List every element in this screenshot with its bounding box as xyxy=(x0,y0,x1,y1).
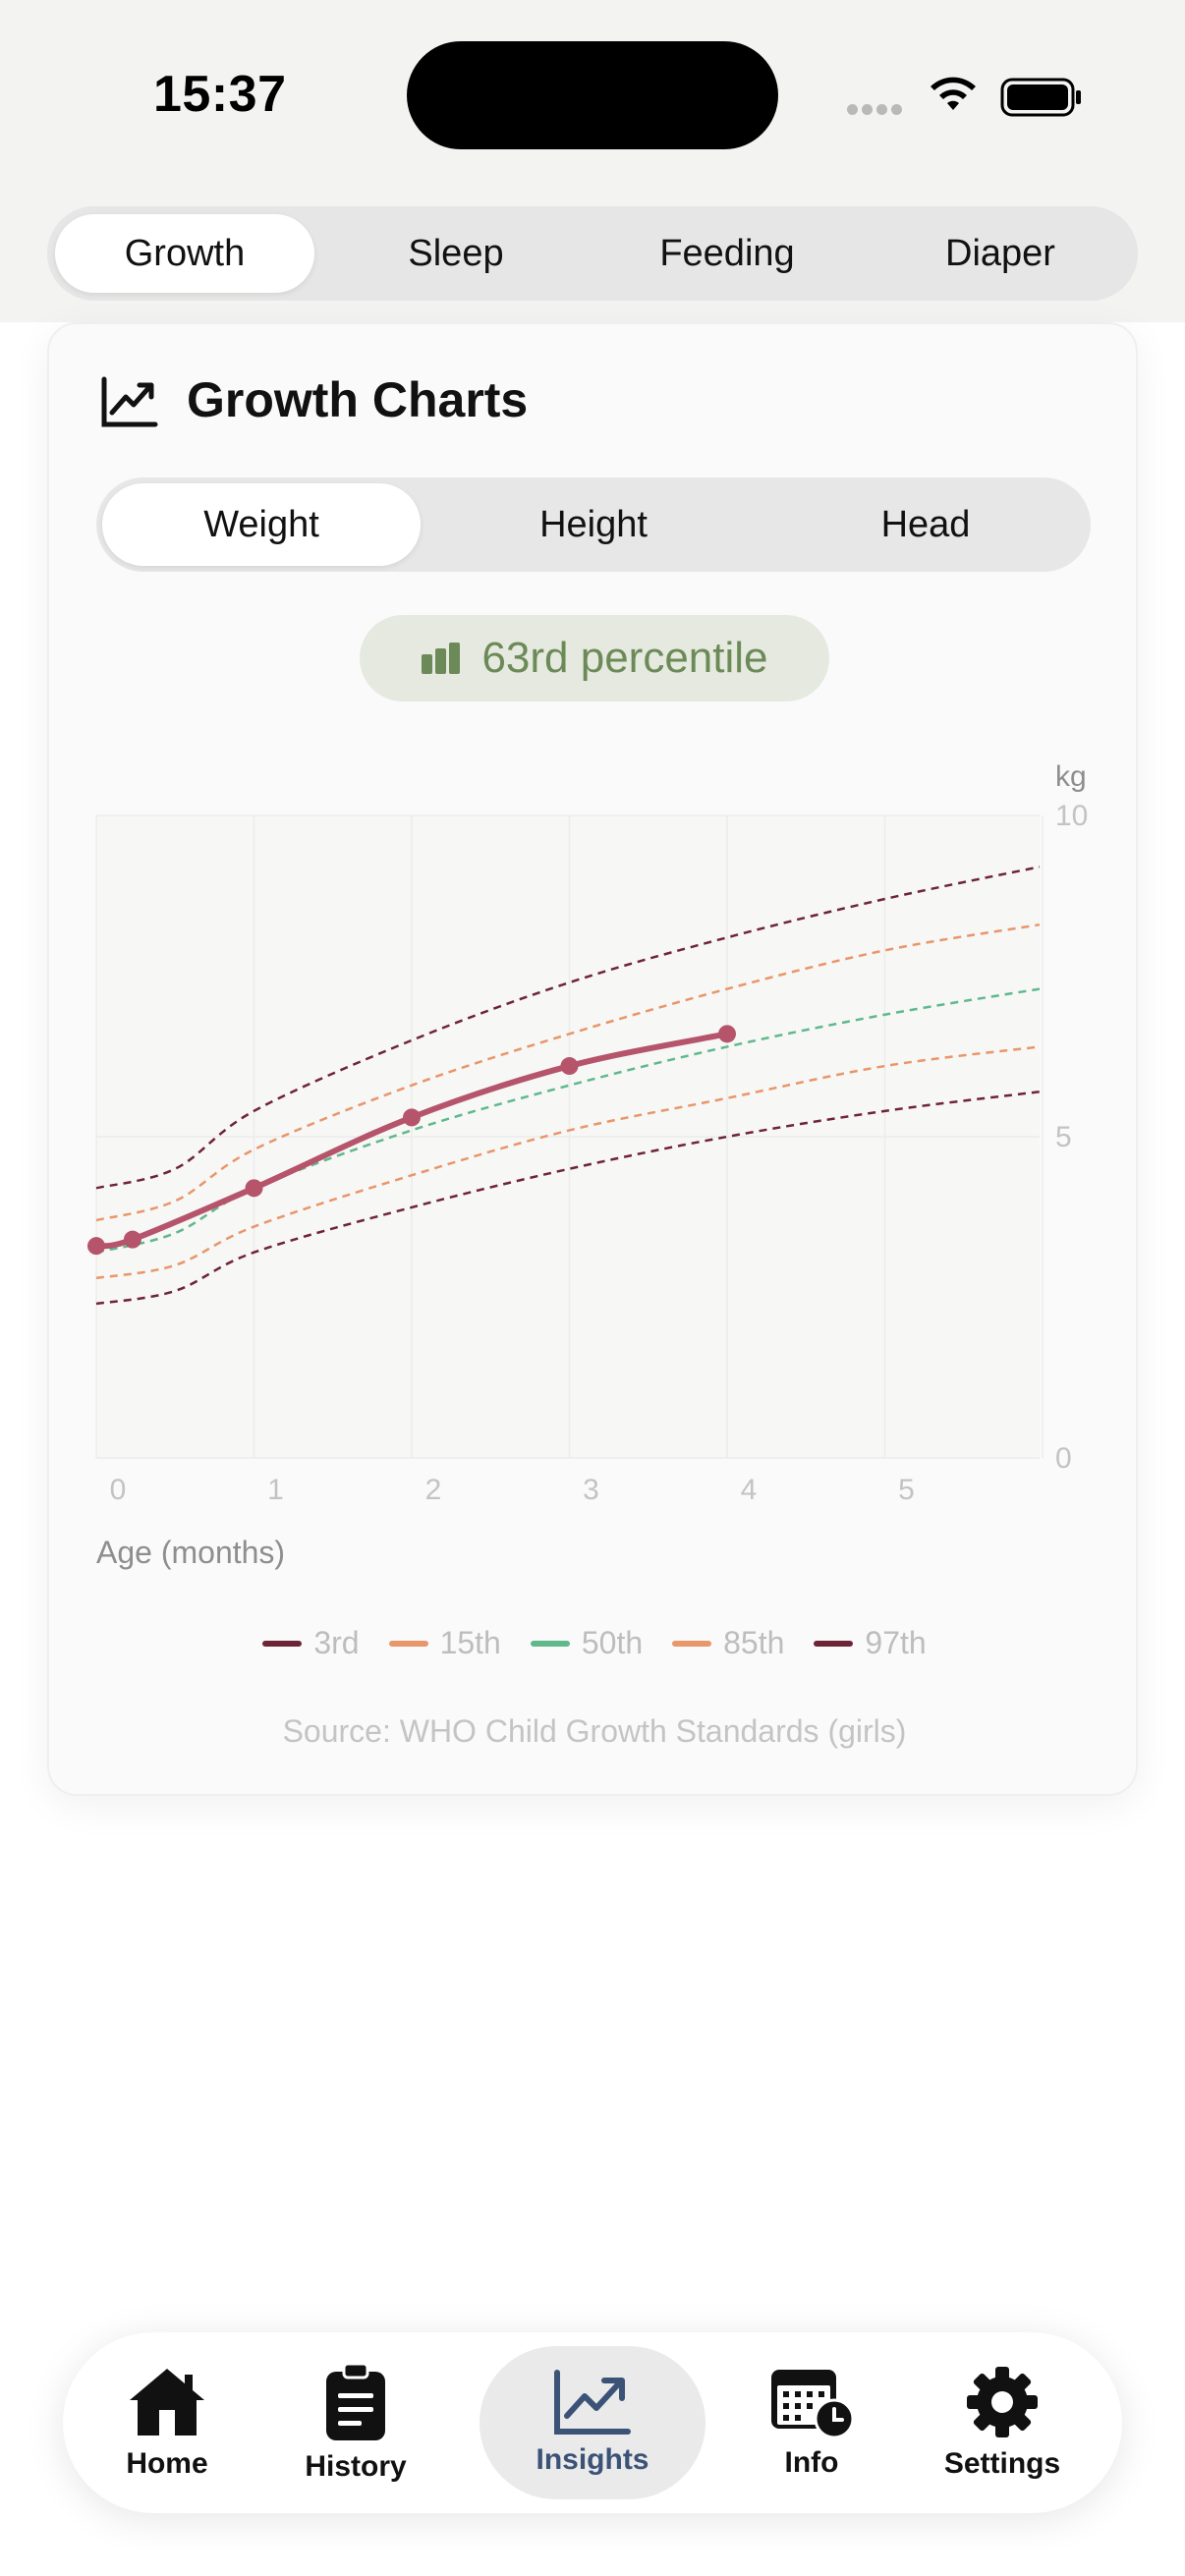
nav-history[interactable]: History xyxy=(287,2346,424,2499)
nav-settings[interactable]: Settings xyxy=(924,2346,1081,2499)
tab-weight[interactable]: Weight xyxy=(102,483,421,566)
x-tick-label: 3 xyxy=(583,1474,599,1506)
nav-home[interactable]: Home xyxy=(90,2346,244,2499)
child-weight-point xyxy=(718,1025,736,1043)
x-tick-label: 0 xyxy=(110,1474,127,1506)
legend-swatch xyxy=(388,1640,428,1647)
data-source-note: Source: WHO Child Growth Standards (girl… xyxy=(282,1713,907,1749)
nav-info-label: Info xyxy=(784,2446,839,2479)
tab-diaper[interactable]: Diaper xyxy=(945,232,1055,274)
cellular-signal-icon xyxy=(847,102,906,120)
legend-swatch xyxy=(814,1640,854,1647)
gear-icon xyxy=(967,2367,1038,2437)
legend-item-85th: 85th xyxy=(672,1625,784,1661)
calendar-clock-icon xyxy=(771,2370,854,2438)
legend-label: 97th xyxy=(865,1625,927,1660)
percentile-line-97th xyxy=(95,866,1041,1190)
home-icon xyxy=(130,2369,204,2436)
wifi-icon xyxy=(931,77,976,110)
tab-feeding[interactable]: Feeding xyxy=(659,232,795,274)
x-tick-label: 1 xyxy=(267,1474,284,1506)
x-tick-label: 4 xyxy=(741,1474,758,1506)
dynamic-island xyxy=(407,41,778,149)
legend-item-97th: 97th xyxy=(814,1625,927,1661)
metric-tabs: Weight Height Head xyxy=(96,477,1091,572)
bar-chart-icon xyxy=(422,643,461,674)
nav-home-label: Home xyxy=(126,2447,208,2480)
card-title: Growth Charts xyxy=(187,372,529,427)
battery-icon xyxy=(1000,78,1081,117)
growth-chart: kg 0 5 10 0 1 2 3 4 5 xyxy=(49,324,1140,1798)
percentile-badge: 63rd percentile xyxy=(360,615,829,701)
nav-insights[interactable]: Insights xyxy=(480,2346,705,2499)
percentile-text: 63rd percentile xyxy=(481,634,768,682)
nav-history-label: History xyxy=(305,2450,407,2483)
insights-category-tabs: Growth Sleep Feeding Diaper xyxy=(47,206,1138,301)
chart-trend-icon xyxy=(554,2370,631,2435)
legend-swatch xyxy=(530,1640,570,1647)
y-axis-unit: kg xyxy=(1055,760,1087,793)
x-tick-label: 5 xyxy=(898,1474,915,1506)
tab-height[interactable]: Height xyxy=(539,503,648,545)
y-tick-label: 0 xyxy=(1055,1442,1072,1475)
legend-item-50th: 50th xyxy=(530,1625,644,1661)
status-time: 15:37 xyxy=(153,66,287,123)
chart-trend-icon xyxy=(101,376,158,427)
y-tick-label: 10 xyxy=(1055,800,1088,832)
growth-chart-svg: kg 0 5 10 0 1 2 3 4 5 xyxy=(87,760,1088,1506)
x-tick-label: 2 xyxy=(425,1474,442,1506)
x-axis-label: Age (months) xyxy=(96,1535,286,1570)
clipboard-icon xyxy=(326,2362,385,2440)
nav-info[interactable]: Info xyxy=(743,2346,880,2499)
legend-label: 50th xyxy=(581,1625,644,1660)
bottom-tab-bar: Home History Insights xyxy=(63,2332,1122,2513)
nav-settings-label: Settings xyxy=(943,2447,1061,2480)
growth-charts-card: Growth Charts Weight Height Head 63rd pe… xyxy=(47,322,1138,1796)
percentile-line-50th xyxy=(95,987,1041,1254)
child-weight-point xyxy=(403,1108,421,1127)
legend-item-3rd: 3rd xyxy=(262,1625,360,1661)
child-weight-point xyxy=(245,1179,263,1198)
nav-insights-label: Insights xyxy=(536,2443,649,2476)
legend-label: 15th xyxy=(439,1625,501,1660)
percentile-line-15th xyxy=(95,1045,1041,1280)
legend-swatch xyxy=(672,1640,712,1647)
child-weight-point xyxy=(560,1057,579,1076)
legend-swatch xyxy=(262,1640,303,1647)
legend-label: 85th xyxy=(723,1625,785,1660)
child-weight-point xyxy=(123,1230,141,1249)
tab-sleep[interactable]: Sleep xyxy=(408,232,504,274)
child-weight-point xyxy=(87,1237,105,1256)
tab-head[interactable]: Head xyxy=(880,503,971,545)
legend-item-15th: 15th xyxy=(388,1625,501,1661)
percentile-line-85th xyxy=(95,923,1041,1222)
legend-label: 3rd xyxy=(313,1625,360,1660)
y-tick-label: 5 xyxy=(1055,1121,1072,1153)
tab-growth[interactable]: Growth xyxy=(55,214,314,293)
chart-legend: 3rd 15th 50th 85th 97th xyxy=(49,1625,1140,1661)
